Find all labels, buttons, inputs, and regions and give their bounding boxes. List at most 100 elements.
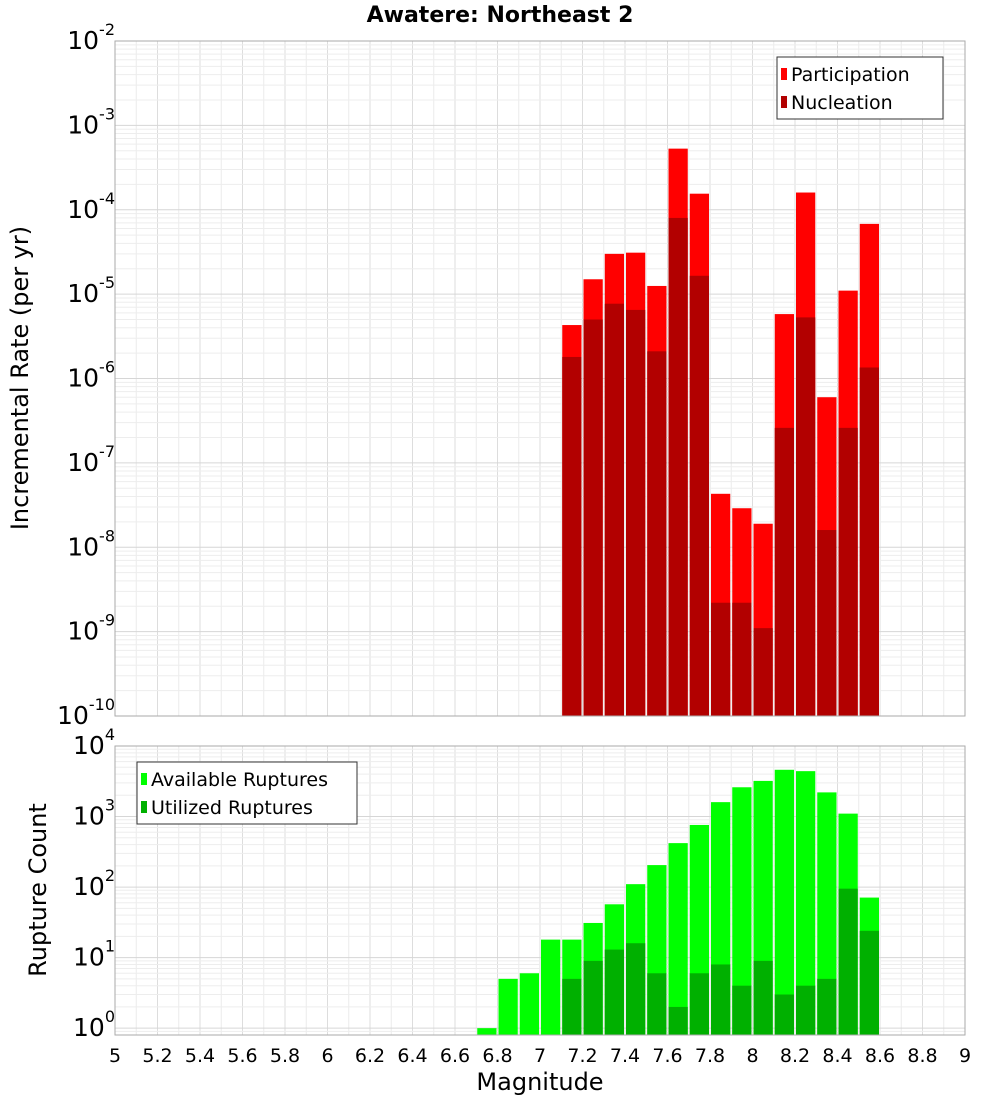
bar-available-ruptures [732,787,752,1035]
bar-available-ruptures [477,1028,497,1035]
y-tick-label: 10-9 [67,611,115,646]
x-tick-label: 6 [321,1045,333,1067]
bar-nucleation [817,530,837,716]
y-tick-labels: 10-10 10-9 10-8 10-7 10-6 10-5 10-4 10-3 10-2 [57,20,115,730]
x-tick-label: 6.2 [355,1045,385,1067]
legend-label: Nucleation [791,92,893,114]
x-tick-label: 7.2 [567,1045,597,1067]
bar-utilized-ruptures [817,978,837,1035]
plot-frame [114,40,966,717]
x-tick-labels: 5 5.2 5.4 5.6 5.8 6 6.2 6.4 6.6 6.8 7 7.2 7.4 7.6 7.8 8… [109,1045,971,1067]
x-tick-label: 5 [109,1045,121,1067]
bars [562,148,879,717]
x-tick-label: 8.8 [907,1045,937,1067]
legend-label: Utilized Ruptures [151,797,313,819]
legend-label: Participation [791,64,910,86]
x-tick-label: 7.6 [652,1045,682,1067]
bar-nucleation [796,317,816,716]
bar-available-ruptures [541,939,561,1035]
bar-available-ruptures [774,769,794,1035]
bar-nucleation [583,319,603,716]
bar-utilized-ruptures [668,1006,688,1035]
legend-swatch [141,801,147,813]
bar-available-ruptures [796,771,816,1035]
y-tick-label: 10-8 [67,526,115,561]
legend-swatch [141,773,147,785]
bar-nucleation [774,427,794,716]
incremental-rate-chart: 10-10 10-9 10-8 10-7 10-6 10-5 10-4 10-3 10-2 Par… [57,20,966,730]
chart-title: Awatere: Northeast 2 [367,3,634,28]
bar-utilized-ruptures [583,960,603,1035]
y-tick-label: 101 [73,937,115,972]
x-tick-label: 7.4 [610,1045,640,1067]
bar-nucleation [689,275,709,716]
x-tick-label: 8 [746,1045,758,1067]
legend-swatch [781,96,787,108]
bar-utilized-ruptures [753,960,773,1035]
legend-box [776,56,944,120]
bar-nucleation [711,602,731,716]
bar-utilized-ruptures [859,930,879,1035]
x-tick-label: 5.8 [270,1045,300,1067]
y-tick-label: 10-5 [67,273,115,308]
y-tick-label: 10-2 [67,20,115,55]
y-tick-label: 10-3 [67,104,115,139]
bar-utilized-ruptures [732,985,752,1035]
x-tick-label: 6.8 [482,1045,512,1067]
bar-nucleation [604,303,624,716]
legend: Available Ruptures Utilized Ruptures [136,761,358,825]
x-tick-label: 7.8 [695,1045,725,1067]
bar-utilized-ruptures [562,978,582,1035]
bar-utilized-ruptures [711,964,731,1035]
x-tick-label: 8.6 [865,1045,895,1067]
x-tick-label: 7 [534,1045,546,1067]
bottom-y-axis-label: Rupture Count [24,803,52,977]
legend: Participation Nucleation [776,56,944,120]
x-tick-label: 8.4 [822,1045,852,1067]
y-tick-label: 10-6 [67,358,115,393]
bar-nucleation [562,356,582,716]
bar-utilized-ruptures [838,888,858,1035]
x-tick-label: 6.6 [440,1045,470,1067]
bar-nucleation [626,309,646,716]
bar-utilized-ruptures [626,943,646,1035]
x-tick-label: 5.2 [142,1045,172,1067]
top-y-axis-label: Incremental Rate (per yr) [6,226,34,530]
rupture-count-chart: 100 101 102 103 104 5 5.2 5.4 5.6 5.8 6 6.2 6.4 6.6 6.… [73,725,971,1067]
bar-utilized-ruptures [689,973,709,1035]
bar-nucleation [838,427,858,716]
y-tick-label: 103 [73,796,115,831]
x-tick-label: 8.2 [780,1045,810,1067]
bar-utilized-ruptures [604,949,624,1035]
bar-available-ruptures [668,843,688,1035]
bar-utilized-ruptures [774,994,794,1035]
bar-utilized-ruptures [647,973,667,1035]
y-tick-label: 104 [73,725,115,760]
y-tick-label: 100 [73,1007,115,1042]
bar-nucleation [668,217,688,716]
y-tick-label: 10-10 [57,695,115,730]
grid-lines [114,41,966,717]
x-tick-label: 5.4 [185,1045,215,1067]
plot-frame [114,745,966,1036]
bar-available-ruptures [498,978,518,1035]
bar-available-ruptures [519,973,539,1035]
x-tick-label: 5.6 [227,1045,257,1067]
x-tick-label: 6.4 [397,1045,427,1067]
bar-nucleation [753,628,773,716]
legend-label: Available Ruptures [151,769,328,791]
bar-utilized-ruptures [796,985,816,1035]
y-tick-labels: 100 101 102 103 104 [73,725,115,1042]
x-tick-label: 9 [959,1045,971,1067]
legend-swatch [781,68,787,80]
bar-available-ruptures [817,792,837,1035]
bar-nucleation [647,351,667,716]
legend-box [136,761,358,825]
y-tick-label: 10-4 [67,189,115,224]
x-axis-label: Magnitude [476,1068,603,1096]
bar-nucleation [859,367,879,716]
y-tick-label: 102 [73,866,115,901]
y-tick-label: 10-7 [67,442,115,477]
bars [477,769,879,1035]
